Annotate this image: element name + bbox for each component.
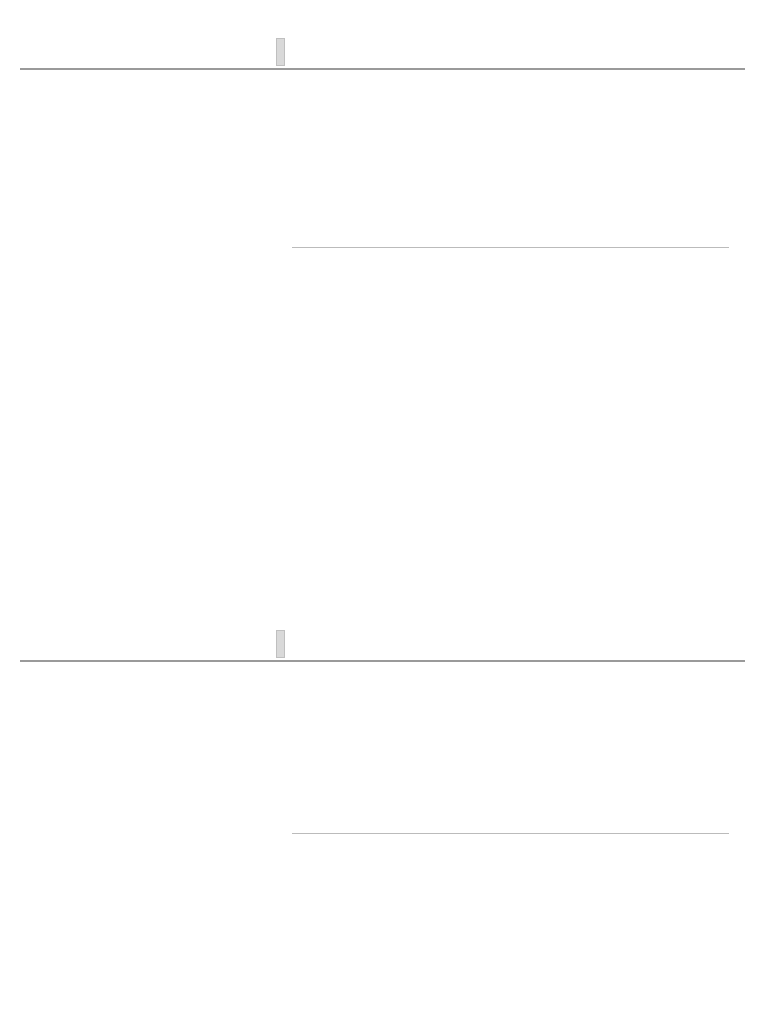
- burndown-data-strip-1: [20, 247, 760, 281]
- burndown-data-strip-2: [20, 833, 760, 867]
- gantt-table-2: [20, 660, 745, 662]
- burndown-grid-1: [292, 247, 729, 248]
- burndown-chart-1: [28, 294, 720, 470]
- burndown-key-1: [733, 248, 756, 279]
- burndown-grid-2: [292, 833, 729, 834]
- sprints-caption-2: [276, 630, 285, 658]
- burndown-key-2: [733, 834, 756, 865]
- sprints-caption-1: [276, 38, 285, 66]
- burndown-chart-2: [28, 880, 720, 1020]
- gantt-table-1: [20, 68, 745, 70]
